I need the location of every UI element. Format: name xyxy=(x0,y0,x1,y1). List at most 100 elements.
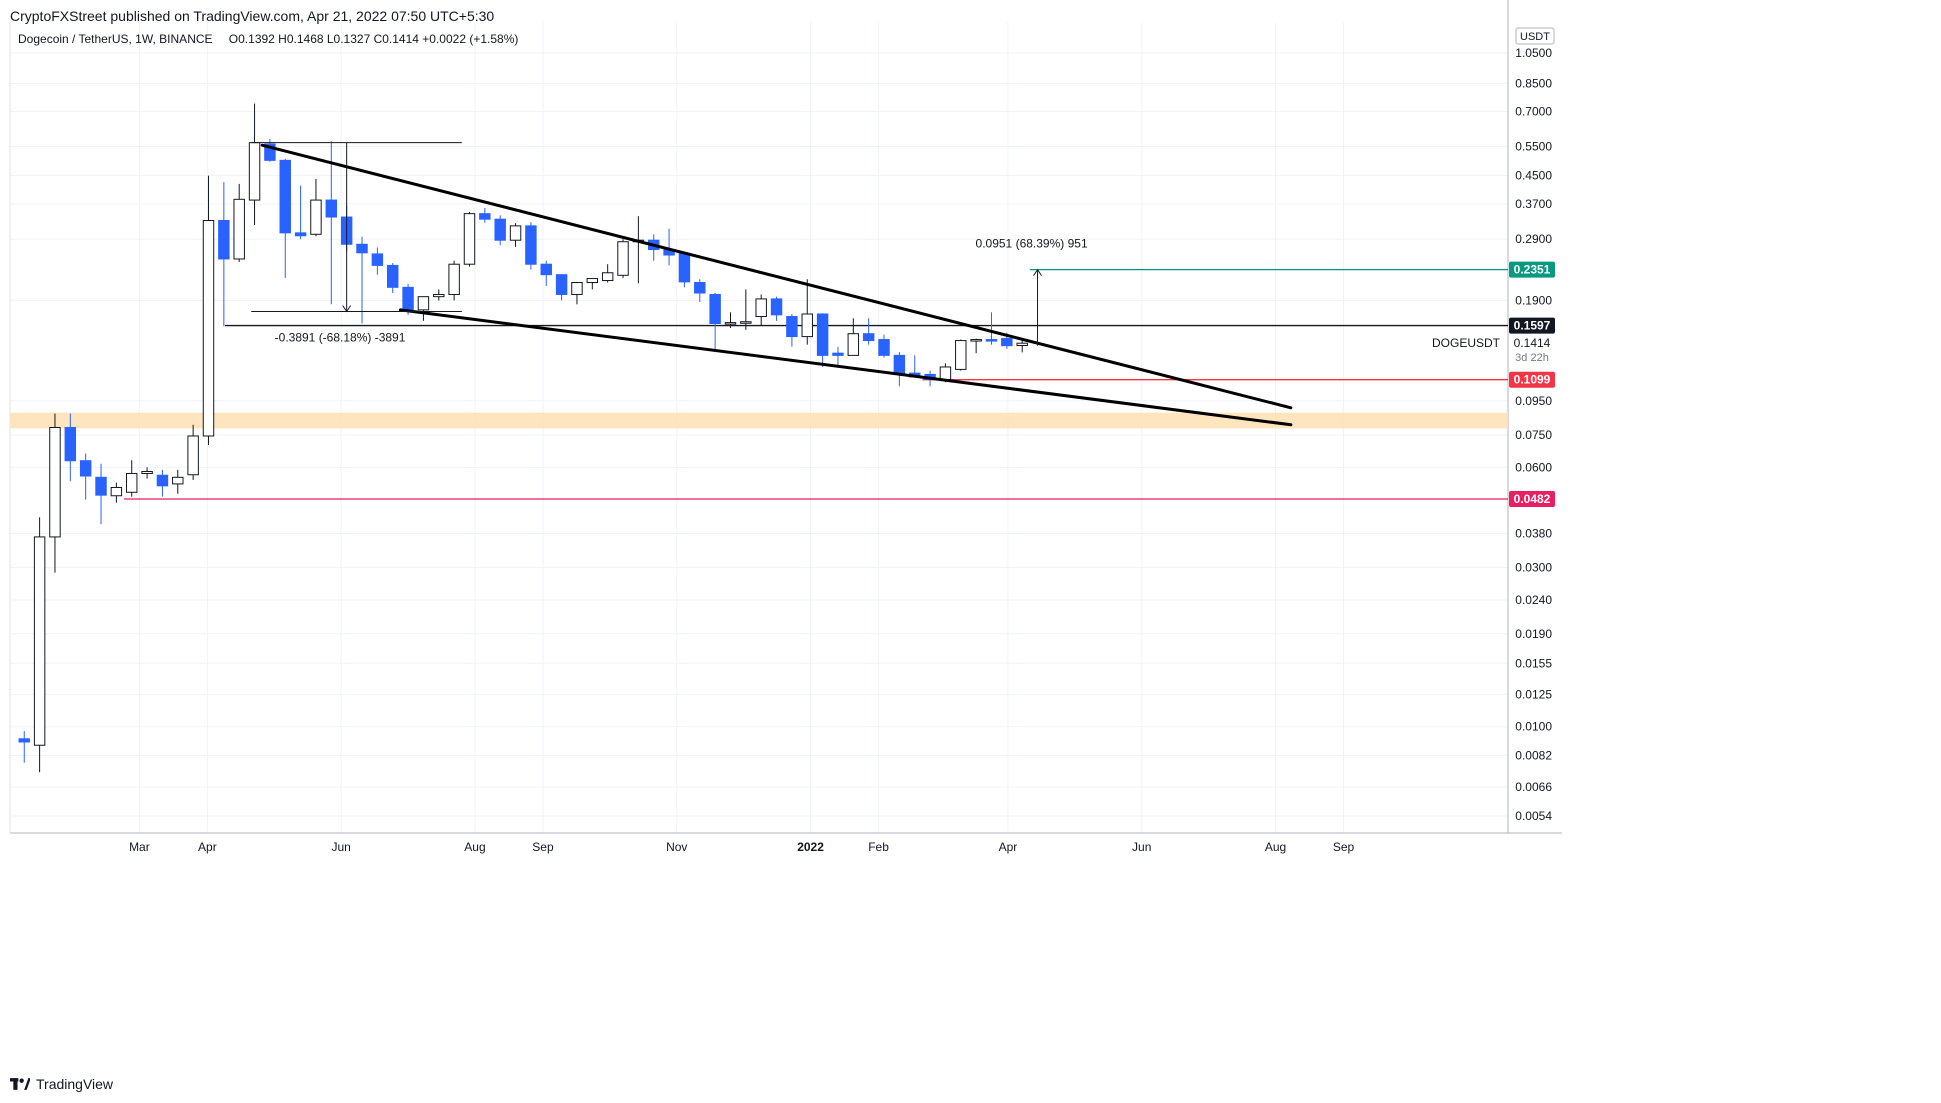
candle-body xyxy=(740,321,752,324)
candle xyxy=(893,352,906,387)
x-tick-label: Jun xyxy=(1132,840,1151,854)
tradingview-footer[interactable]: TradingView xyxy=(10,1076,113,1092)
x-tick-label: Nov xyxy=(666,840,687,854)
candle xyxy=(325,141,338,305)
candle-body xyxy=(847,333,860,356)
candle-body xyxy=(893,354,906,374)
y-tick-label: 0.0190 xyxy=(1515,627,1552,641)
candle xyxy=(801,279,813,345)
candle xyxy=(218,182,230,327)
y-tick-label: 0.7000 xyxy=(1515,105,1552,119)
y-tick-label: 0.0600 xyxy=(1515,460,1552,474)
candle xyxy=(463,211,476,267)
candle-body xyxy=(279,159,291,234)
candle xyxy=(371,247,384,275)
candle xyxy=(64,413,77,482)
drawing-layer: -0.3891 (-68.18%) -3891 0.0951 (68.39%) 9… xyxy=(251,142,1293,427)
candle xyxy=(955,339,967,371)
candle-body xyxy=(709,293,721,325)
price-label-box xyxy=(1509,491,1555,508)
candle xyxy=(694,279,706,302)
currency-label: USDT xyxy=(1520,31,1550,43)
x-tick-label: Jun xyxy=(332,840,351,854)
candle-body xyxy=(448,263,460,295)
footer-brand: TradingView xyxy=(36,1076,114,1092)
candle-body xyxy=(172,476,184,485)
x-tick-label: Aug xyxy=(464,840,485,854)
candle-body xyxy=(617,241,629,276)
currency-box xyxy=(1515,27,1555,45)
candle-body xyxy=(325,199,338,218)
candle-body xyxy=(1001,338,1013,347)
y-tick-label: 0.0054 xyxy=(1515,809,1552,823)
y-tick-label: 0.5500 xyxy=(1515,140,1552,154)
publisher-line: CryptoFXStreet published on TradingView.… xyxy=(10,8,495,24)
candle-body xyxy=(832,352,844,356)
candle xyxy=(49,413,61,573)
candle-body xyxy=(694,282,706,294)
candle xyxy=(525,222,537,270)
candle-body xyxy=(233,198,245,260)
candle xyxy=(141,467,153,479)
candle-body xyxy=(33,536,46,746)
y-tick-label: 0.3700 xyxy=(1515,197,1552,211)
candle xyxy=(156,469,169,497)
candle-body xyxy=(310,199,322,235)
candle-body xyxy=(955,340,967,370)
candle-body xyxy=(187,435,199,476)
candle-body xyxy=(141,470,153,474)
candle-body xyxy=(862,333,875,342)
y-tick-label: 0.8500 xyxy=(1515,77,1552,91)
symbol-label: DOGEUSDT xyxy=(1432,336,1501,350)
x-tick-label: Apr xyxy=(198,840,217,854)
candle-body xyxy=(126,472,138,493)
candle xyxy=(786,314,798,347)
price-label: 0.0482 xyxy=(1514,492,1551,506)
support-zone xyxy=(10,412,1508,429)
candle-body xyxy=(387,264,399,288)
candle-body xyxy=(939,366,952,381)
price-label-box xyxy=(1509,261,1555,278)
candle-body xyxy=(264,143,276,161)
x-tick-label: Sep xyxy=(1333,840,1355,854)
candle xyxy=(18,731,30,763)
y-tick-label: 0.0380 xyxy=(1515,526,1552,540)
current-price-label: 0.1414 xyxy=(1514,336,1551,350)
candle xyxy=(724,312,737,329)
crash-measure-label: -0.3891 (-68.18%) -3891 xyxy=(275,331,406,345)
candle xyxy=(632,216,645,284)
x-tick-label: 2022 xyxy=(797,840,824,854)
y-tick-label: 0.0100 xyxy=(1515,720,1552,734)
candle-body xyxy=(463,213,476,265)
candle xyxy=(310,178,322,237)
candle xyxy=(755,294,767,326)
measure-arrowhead-crash xyxy=(342,305,352,313)
y-tick-label: 0.0300 xyxy=(1515,561,1552,575)
tradingview-logo-icon xyxy=(10,1078,30,1090)
y-tick-label: 0.0066 xyxy=(1515,780,1552,794)
candle-body xyxy=(509,225,522,241)
label-layer: Dogecoin / TetherUS, 1W, BINANCE O0.1392 … xyxy=(18,32,1555,508)
y-tick-label: 0.0125 xyxy=(1515,687,1552,701)
x-tick-label: Sep xyxy=(532,840,554,854)
candle xyxy=(847,318,860,356)
candle xyxy=(555,274,568,301)
candle-body xyxy=(218,220,230,260)
candle xyxy=(770,296,783,321)
candle xyxy=(79,453,92,500)
candle-body xyxy=(770,298,783,316)
x-tick-label: Apr xyxy=(999,840,1018,854)
level-layer xyxy=(124,268,1508,500)
candle-body xyxy=(786,316,798,338)
candle-body xyxy=(110,486,123,497)
candle xyxy=(187,424,199,480)
axis-layer: 1.0500 0.8500 0.7000 0.5500 0.4500 0.3700 0.29… xyxy=(129,27,1555,854)
candle-body xyxy=(95,476,107,496)
candle-body xyxy=(248,142,261,201)
candle-body xyxy=(356,243,368,254)
candle xyxy=(985,312,998,345)
candle xyxy=(740,289,752,330)
candle-body xyxy=(371,253,384,266)
price-label-box xyxy=(1509,371,1555,388)
